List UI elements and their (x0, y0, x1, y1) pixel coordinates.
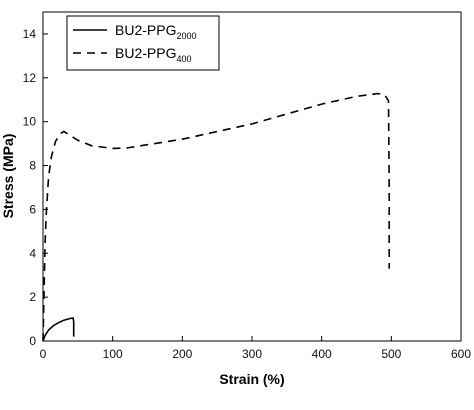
y-tick-label: 2 (29, 290, 36, 304)
series-line-bu2-ppg-2000 (42, 317, 75, 342)
axis-ticks: 0 100 200 300 400 500 600 0 2 4 6 8 10 12 14 (23, 27, 472, 361)
legend-label-ppg400-main: BU2-PPG (115, 45, 176, 61)
legend-label-ppg2000-sub: 2000 (176, 31, 196, 41)
x-tick-label: 100 (103, 347, 123, 361)
x-tick-label: 500 (381, 347, 401, 361)
y-tick-label: 0 (29, 334, 36, 348)
x-tick-label: 600 (451, 347, 471, 361)
y-tick-label: 4 (29, 246, 36, 260)
x-tick-label: 400 (312, 347, 332, 361)
legend-label-ppg2000-main: BU2-PPG (115, 22, 176, 38)
legend-label-ppg2000: BU2-PPG2000 (115, 22, 197, 41)
legend-box (66, 15, 220, 71)
y-tick-label: 8 (29, 159, 36, 173)
y-tick-label: 6 (29, 202, 36, 216)
legend-label-ppg400-sub: 400 (176, 54, 191, 64)
legend: BU2-PPG2000 BU2-PPG400 (66, 15, 220, 71)
y-axis-title: Stress (MPa) (0, 134, 16, 219)
x-tick-label: 0 (40, 347, 47, 361)
x-axis-title: Strain (%) (219, 371, 284, 387)
y-tick-label: 10 (23, 115, 37, 129)
series-line-bu2-ppg-400 (42, 92, 390, 342)
y-tick-label: 14 (23, 27, 37, 41)
legend-label-ppg400: BU2-PPG400 (115, 45, 192, 64)
x-tick-label: 200 (172, 347, 192, 361)
y-tick-label: 12 (23, 71, 37, 85)
series-lines (42, 92, 390, 342)
x-tick-label: 300 (242, 347, 262, 361)
